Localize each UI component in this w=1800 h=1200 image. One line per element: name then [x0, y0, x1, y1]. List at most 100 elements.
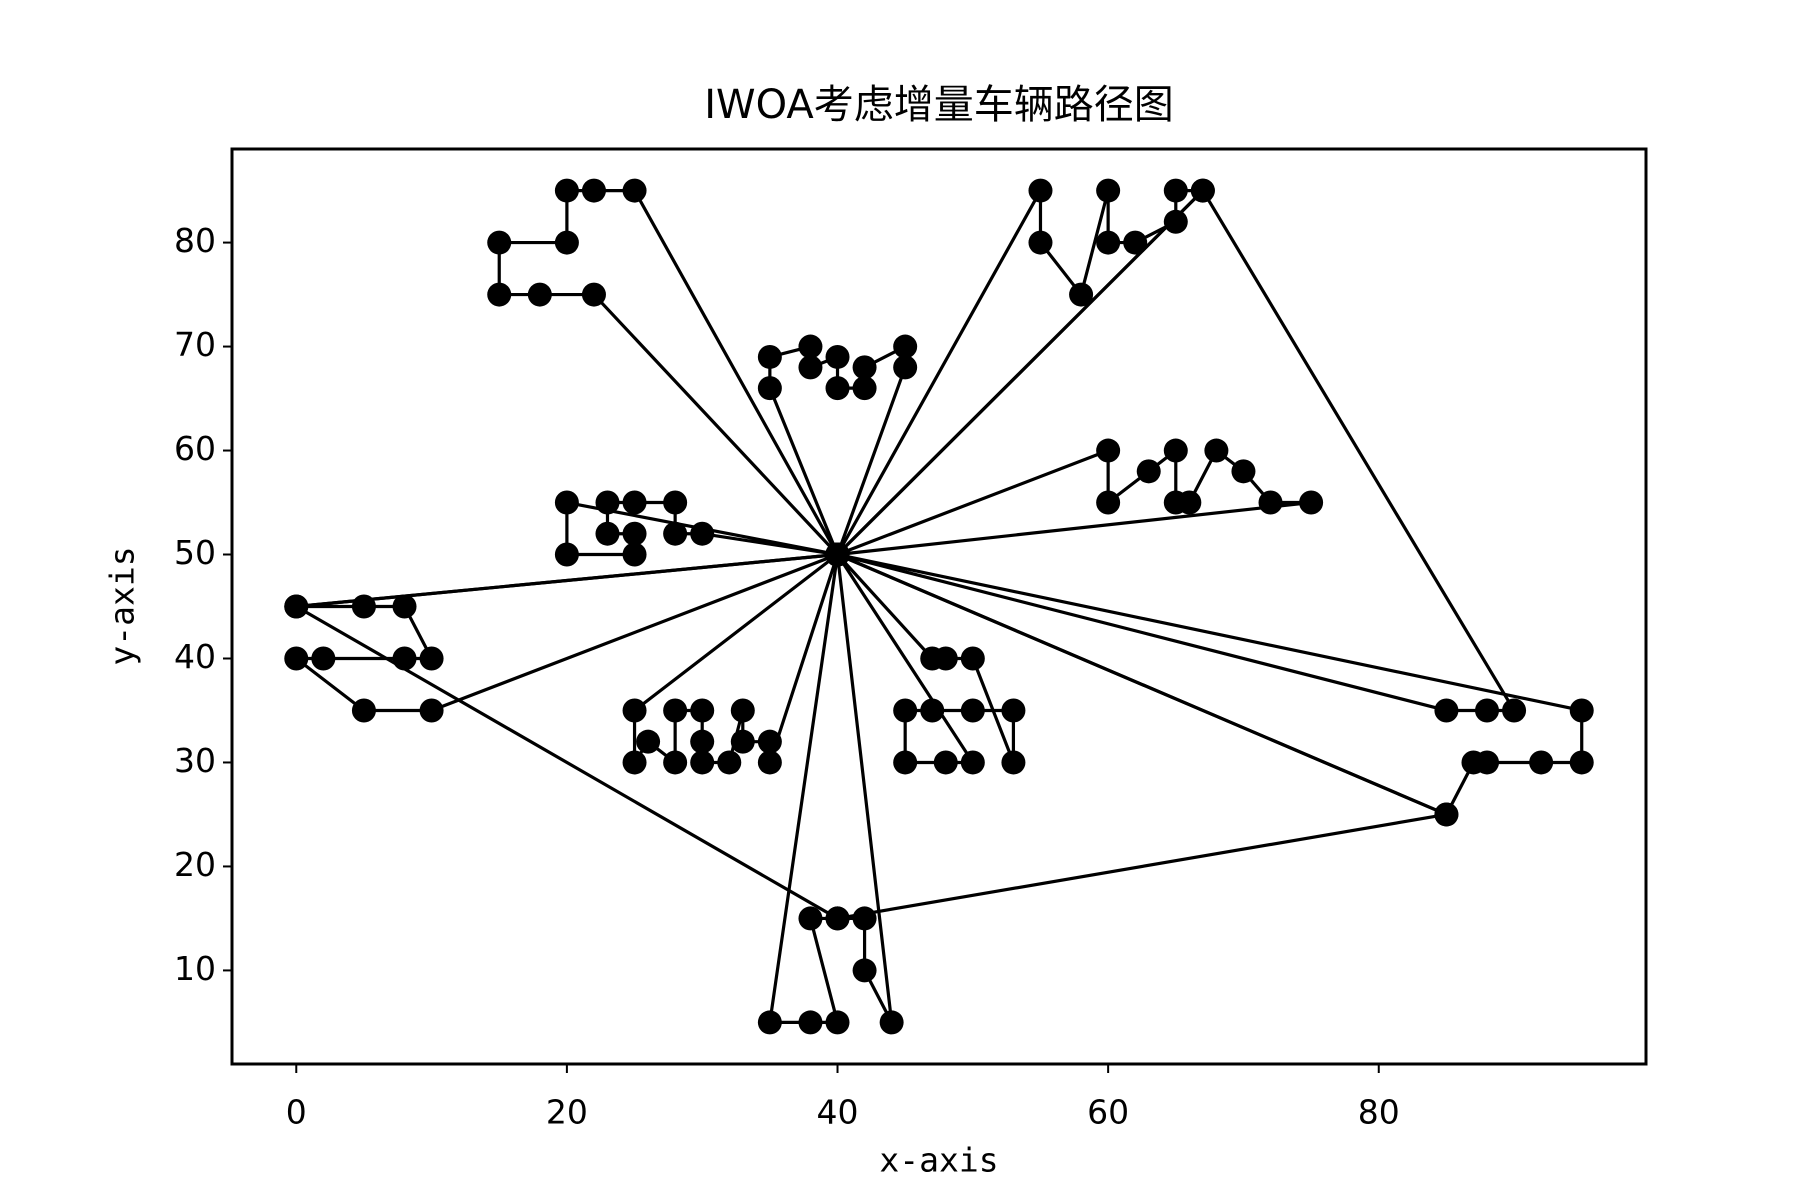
chart-title: IWOA考虑增量车辆路径图 — [704, 82, 1174, 128]
route-point — [1096, 230, 1121, 255]
route-point — [663, 490, 688, 515]
x-tick-label: 80 — [1358, 1093, 1400, 1132]
route-point — [798, 334, 823, 359]
route-point — [581, 178, 606, 203]
route-point — [622, 750, 647, 775]
y-tick-label: 40 — [174, 637, 216, 676]
route-point — [487, 282, 512, 307]
route-point — [595, 490, 620, 515]
route-point — [663, 698, 688, 723]
route-point — [690, 521, 715, 546]
x-tick-label: 60 — [1087, 1093, 1129, 1132]
route-point — [622, 521, 647, 546]
route-point — [1163, 490, 1188, 515]
route-point — [392, 594, 417, 619]
route-point — [960, 750, 985, 775]
y-tick-label: 50 — [174, 533, 216, 572]
route-point — [351, 698, 376, 723]
route-line — [497, 188, 839, 556]
x-tick-label: 0 — [286, 1093, 307, 1132]
route-point — [595, 521, 620, 546]
y-axis-label: y-axis — [103, 546, 142, 665]
route-point — [690, 750, 715, 775]
route-point — [1163, 438, 1188, 463]
route-point — [554, 490, 579, 515]
x-axis-label: x-axis — [879, 1141, 998, 1180]
route-point — [1461, 750, 1486, 775]
route-point — [852, 376, 877, 401]
route-point — [1096, 438, 1121, 463]
y-tick-label: 20 — [174, 845, 216, 884]
route-point — [284, 594, 309, 619]
route-point — [798, 906, 823, 931]
route-point — [920, 698, 945, 723]
route-point — [825, 906, 850, 931]
route-point — [893, 698, 918, 723]
route-point — [852, 958, 877, 983]
route-point — [1001, 750, 1026, 775]
y-tick-label: 80 — [174, 221, 216, 260]
route-point — [1475, 698, 1500, 723]
x-tick-label: 20 — [546, 1093, 588, 1132]
route-point — [419, 646, 444, 671]
route-line — [294, 552, 839, 713]
route-point — [1502, 698, 1527, 723]
route-point — [284, 646, 309, 671]
route-point — [852, 355, 877, 380]
route-point — [1434, 802, 1459, 827]
route-point — [1069, 282, 1094, 307]
route-point — [622, 178, 647, 203]
route-point — [730, 698, 755, 723]
route-point — [581, 282, 606, 307]
route-point — [622, 490, 647, 515]
route-point — [487, 230, 512, 255]
route-point — [1163, 178, 1188, 203]
route-point — [554, 230, 579, 255]
route-point — [622, 698, 647, 723]
route-point — [825, 1010, 850, 1035]
route-line — [768, 554, 894, 1025]
route-point — [920, 646, 945, 671]
route-point — [1163, 209, 1188, 234]
route-point — [663, 750, 688, 775]
route-point — [757, 376, 782, 401]
route-point — [527, 282, 552, 307]
route-point — [690, 698, 715, 723]
route-point — [757, 729, 782, 754]
route-point — [663, 521, 688, 546]
route-point — [717, 750, 742, 775]
route-line — [836, 552, 1584, 817]
route-point — [1096, 490, 1121, 515]
route-point — [933, 750, 958, 775]
route-point — [893, 334, 918, 359]
route-point — [554, 542, 579, 567]
route-point — [960, 646, 985, 671]
route-point — [825, 376, 850, 401]
route-point — [1136, 459, 1161, 484]
route-point — [636, 729, 661, 754]
route-point — [1569, 750, 1594, 775]
route-point — [1258, 490, 1283, 515]
route-point — [351, 594, 376, 619]
route-point — [798, 1010, 823, 1035]
route-point — [1028, 230, 1053, 255]
route-point — [1028, 178, 1053, 203]
route-point — [852, 906, 877, 931]
route-point — [311, 646, 336, 671]
route-point — [419, 698, 444, 723]
route-point — [730, 729, 755, 754]
route-point — [960, 698, 985, 723]
route-point — [1123, 230, 1148, 255]
route-point — [893, 750, 918, 775]
route-point — [1231, 459, 1256, 484]
route-line — [632, 553, 840, 765]
route-point — [757, 344, 782, 369]
route-point — [1299, 490, 1324, 515]
y-tick-label: 30 — [174, 741, 216, 780]
y-tick-label: 70 — [174, 325, 216, 364]
route-point — [1096, 178, 1121, 203]
x-tick-label: 40 — [817, 1093, 859, 1132]
route-point — [554, 178, 579, 203]
route-point — [1434, 698, 1459, 723]
route-point — [757, 750, 782, 775]
